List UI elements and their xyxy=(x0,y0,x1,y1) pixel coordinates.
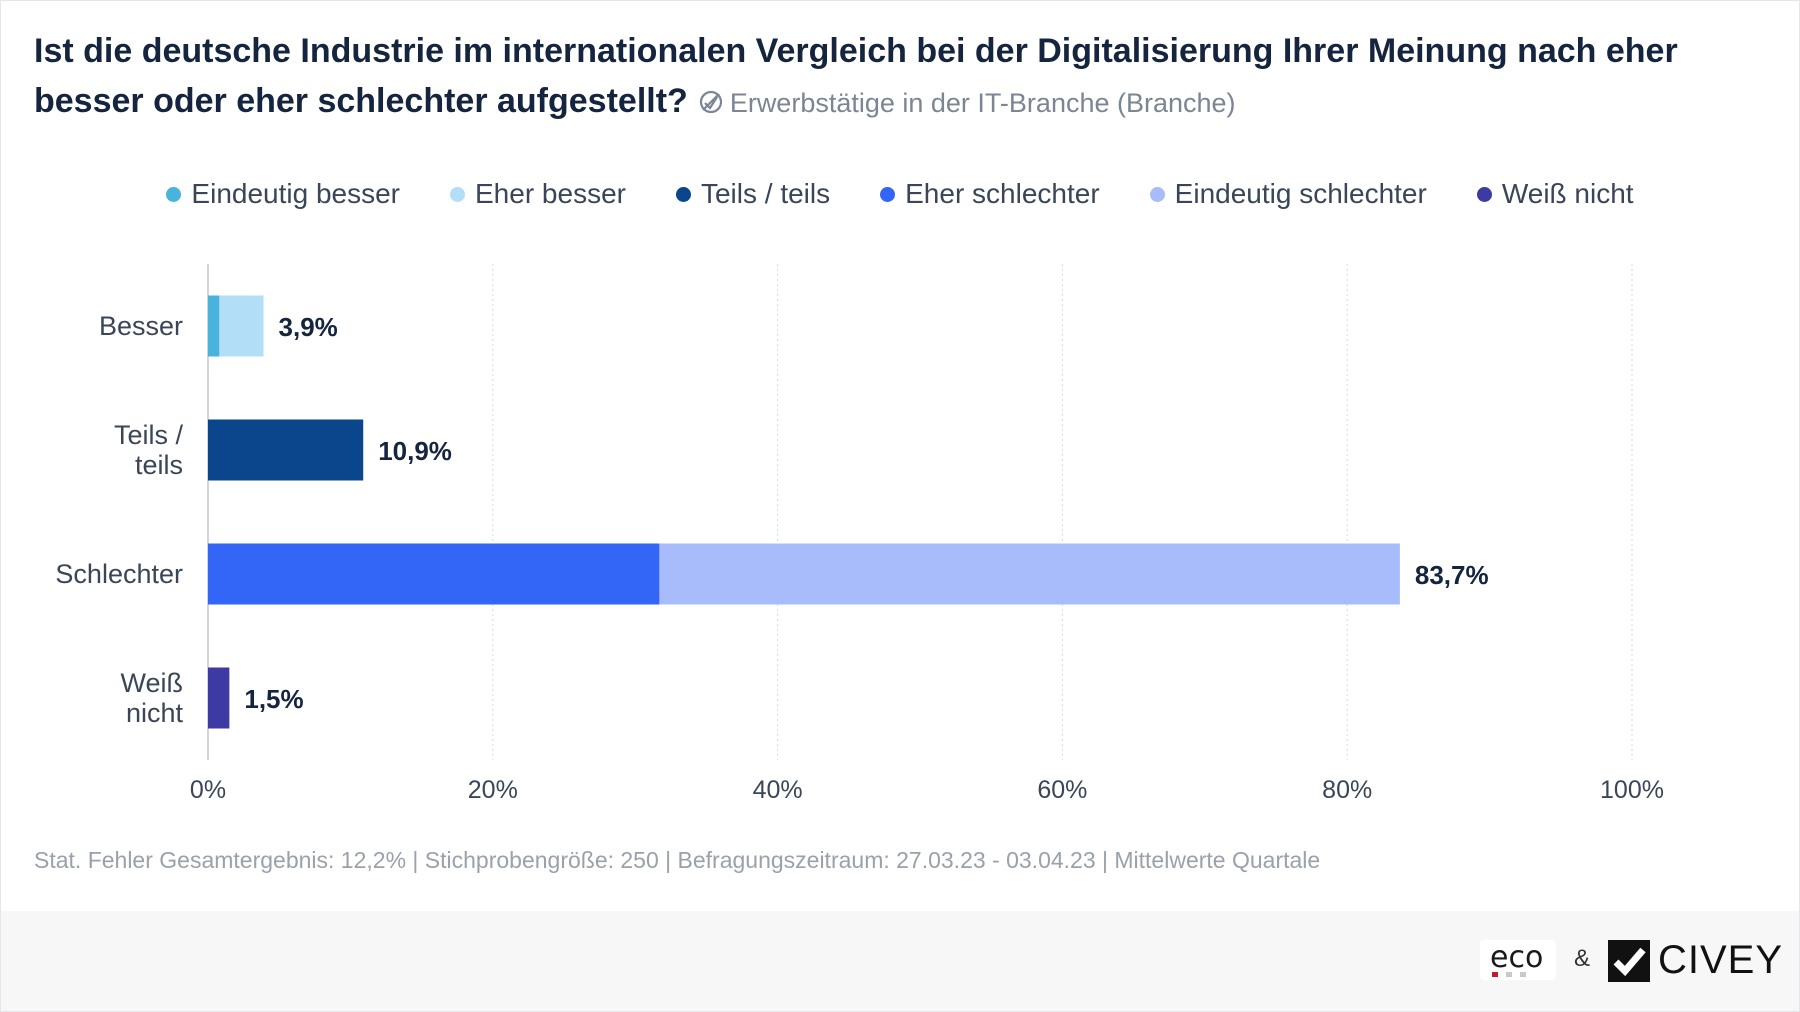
legend-label: Eher besser xyxy=(475,178,626,209)
ampersand: & xyxy=(1574,945,1591,972)
legend-item[interactable]: Eindeutig schlechter xyxy=(1149,178,1427,210)
civey-logo-text: CIVEY xyxy=(1658,938,1784,982)
legend-item[interactable]: Eindeutig besser xyxy=(166,178,400,210)
category-label: Besser xyxy=(99,311,183,341)
eco-logo-text: eco xyxy=(1490,940,1544,975)
legend-item[interactable]: Eher besser xyxy=(450,178,626,210)
x-tick-label: 0% xyxy=(190,776,226,804)
bar-segment xyxy=(659,543,1400,605)
category-label: Schlechter xyxy=(55,559,183,589)
chart-subtitle: Erwerbstätige in der IT-Branche (Branche… xyxy=(729,88,1236,118)
legend-dot xyxy=(166,186,182,202)
chart-legend: Eindeutig besser Eher besser Teils / tei… xyxy=(0,178,1800,210)
bar-segment xyxy=(208,667,230,729)
legend-label: Eindeutig schlechter xyxy=(1174,178,1427,209)
legend-label: Weiß nicht xyxy=(1501,178,1634,209)
legend-label: Eher schlechter xyxy=(905,178,1100,209)
x-tick-label: 100% xyxy=(1600,776,1664,804)
chart-footnote: Stat. Fehler Gesamtergebnis: 12,2% | Sti… xyxy=(34,847,1321,873)
bar-segment xyxy=(208,419,364,481)
category-label: Weiß nicht xyxy=(120,668,183,728)
title-text: Ist die deutsche Industrie im internatio… xyxy=(34,32,1678,120)
civey-mark-icon xyxy=(1608,939,1650,982)
x-tick-label: 20% xyxy=(468,776,518,804)
legend-item[interactable]: Weiß nicht xyxy=(1476,178,1634,210)
filter-off-icon xyxy=(699,90,722,113)
eco-logo-dots xyxy=(1492,972,1526,977)
eco-logo[interactable]: eco xyxy=(1480,940,1556,980)
legend-dot xyxy=(675,186,691,202)
legend-label: Eindeutig besser xyxy=(191,178,400,209)
x-tick-label: 60% xyxy=(1037,776,1087,804)
x-tick-label: 40% xyxy=(753,776,803,804)
legend-item[interactable]: Teils / teils xyxy=(675,178,831,210)
legend-dot xyxy=(1149,186,1165,202)
legend-item[interactable]: Eher schlechter xyxy=(880,178,1100,210)
chart-title: Ist die deutsche Industrie im internatio… xyxy=(34,26,1754,128)
legend-dot xyxy=(880,186,896,202)
data-label: 1,5% xyxy=(244,684,303,714)
category-label: Teils / teils xyxy=(114,420,184,480)
data-label: 3,9% xyxy=(279,312,338,342)
subtitle-group: Erwerbstätige in der IT-Branche (Branche… xyxy=(688,88,1236,118)
civey-logo[interactable]: CIVEY xyxy=(1608,938,1783,983)
bar-segment xyxy=(208,543,660,605)
data-label: 10,9% xyxy=(378,436,452,466)
x-tick-label: 80% xyxy=(1322,776,1372,804)
bar-segment xyxy=(219,295,264,357)
legend-dot xyxy=(450,186,465,202)
data-label: 83,7% xyxy=(1415,560,1489,590)
bar-chart: 0% 20% 40% 60% 80% 100% Besser 3,9% Teils / teils… xyxy=(55,264,1664,804)
legend-dot xyxy=(1476,186,1492,202)
legend-label: Teils / teils xyxy=(700,178,831,209)
bar-segment xyxy=(208,295,220,357)
